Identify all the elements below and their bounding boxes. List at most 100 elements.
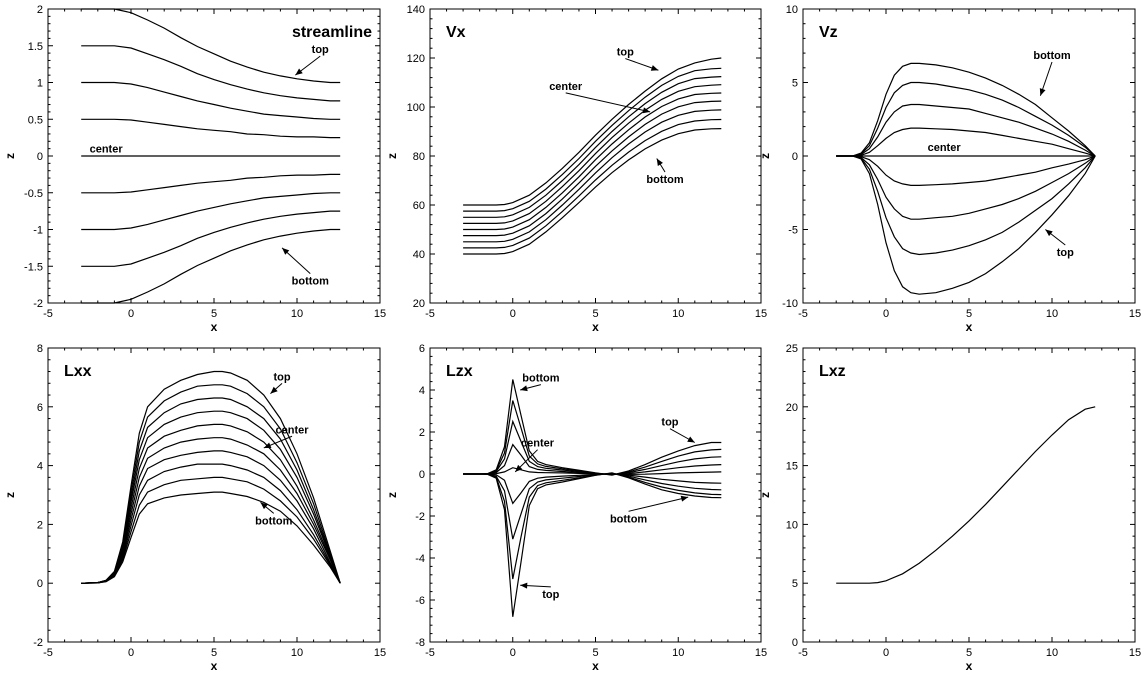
series-line-5	[463, 100, 722, 237]
x-tick-label: 5	[966, 647, 972, 659]
y-tick-label: 25	[786, 343, 798, 355]
annotation-label: top	[274, 371, 291, 383]
y-tick-label: 6	[37, 402, 43, 414]
series-line-3	[463, 84, 722, 224]
series-line-3	[81, 118, 341, 139]
y-axis-label: z	[3, 153, 17, 159]
x-tick-label: 15	[755, 308, 767, 320]
panel-title: Lzx	[446, 363, 473, 380]
series-line-6	[463, 472, 722, 540]
x-tick-label: 5	[211, 308, 217, 320]
y-tick-label: 0	[37, 578, 43, 590]
annotation-label: bottom	[522, 373, 559, 385]
panel-title: Lxx	[64, 363, 92, 380]
annotation-label: top	[542, 589, 559, 601]
annotation-label: center	[521, 438, 555, 450]
y-tick-label: 0	[792, 637, 798, 649]
series-line-9	[81, 491, 341, 584]
y-tick-label: 0.5	[28, 114, 43, 126]
series-line-6	[81, 192, 341, 231]
x-tick-label: 0	[883, 647, 889, 659]
series-line-6	[463, 109, 722, 243]
plot-frame	[802, 347, 1136, 643]
series-line-0	[463, 379, 722, 476]
arrow-head	[520, 385, 528, 392]
y-tick-label: 8	[37, 343, 43, 355]
x-axis-label: x	[966, 320, 973, 334]
series-line-7	[463, 118, 722, 249]
series-line-6	[836, 155, 1096, 220]
y-tick-label: 40	[413, 249, 425, 261]
y-tick-label: 20	[413, 298, 425, 310]
series-line-0	[81, 8, 341, 84]
x-tick-label: -5	[798, 308, 808, 320]
x-tick-label: 10	[1046, 647, 1058, 659]
series-line-0	[836, 406, 1096, 584]
y-tick-label: 6	[419, 343, 425, 355]
annotation-label: top	[617, 47, 634, 59]
x-tick-label: -5	[43, 308, 53, 320]
y-axis-label: z	[758, 492, 772, 498]
arrow-head	[687, 436, 695, 443]
y-tick-label: 60	[413, 200, 425, 212]
y-axis-label: z	[385, 153, 399, 159]
arrow-head	[295, 68, 303, 76]
series-line-5	[463, 472, 722, 505]
y-axis-label: z	[758, 153, 772, 159]
panel-lzx: -5 0 5 10 15 -8 -6 -4 -2 0 2 4 6 x z Lzx bottom center top…	[385, 343, 767, 673]
x-tick-label: 0	[128, 647, 134, 659]
series-line-8	[463, 128, 722, 255]
y-tick-label: 120	[407, 53, 425, 65]
annotation-label: center	[90, 143, 124, 155]
series-line-8	[836, 155, 1096, 295]
annotation-label: bottom	[646, 174, 683, 186]
panel-lxx: -5 0 5 10 15 -2 0 2 4 6 8 x z Lxx top center bottom	[3, 343, 386, 673]
y-tick-label: 10	[786, 4, 798, 16]
x-tick-label: 5	[211, 647, 217, 659]
annotation-arrow	[628, 496, 689, 512]
y-tick-label: 1.5	[28, 41, 43, 53]
y-tick-label: 2	[37, 519, 43, 531]
series-line-7	[836, 155, 1096, 256]
series-line-2	[463, 419, 722, 476]
y-tick-label: 15	[786, 461, 798, 473]
x-tick-label: 10	[672, 647, 684, 659]
series-line-0	[463, 57, 722, 206]
arrow-head	[263, 442, 272, 449]
y-tick-label: 0	[37, 151, 43, 163]
y-tick-label: 0	[792, 151, 798, 163]
panel-title: Vz	[819, 24, 838, 41]
annotation-label: center	[549, 81, 583, 93]
series-line-2	[463, 76, 722, 218]
x-tick-label: 5	[592, 647, 598, 659]
y-tick-label: 140	[407, 4, 425, 16]
y-tick-label: 4	[419, 385, 425, 397]
series-line-5	[81, 173, 341, 194]
annotation-label: top	[312, 44, 329, 56]
y-tick-label: -6	[415, 595, 425, 607]
y-tick-label: 10	[786, 519, 798, 531]
y-tick-label: -10	[782, 298, 798, 310]
y-tick-label: 20	[786, 402, 798, 414]
y-tick-label: 2	[37, 4, 43, 16]
x-axis-label: x	[592, 659, 599, 673]
x-tick-label: 5	[966, 308, 972, 320]
x-tick-label: -5	[425, 647, 435, 659]
x-tick-label: 15	[1129, 647, 1141, 659]
arrow-head	[656, 158, 663, 166]
arrow-head	[515, 464, 523, 472]
annotation-label: top	[661, 417, 678, 429]
y-tick-label: 80	[413, 151, 425, 163]
x-tick-label: 10	[672, 308, 684, 320]
y-tick-label: 2	[419, 427, 425, 439]
x-tick-label: 10	[291, 308, 303, 320]
y-tick-label: -4	[415, 553, 425, 565]
series-line-1	[81, 45, 341, 102]
arrow-head	[282, 247, 290, 255]
x-tick-label: -5	[798, 647, 808, 659]
x-axis-label: x	[211, 659, 218, 673]
annotation-label: bottom	[255, 515, 292, 527]
